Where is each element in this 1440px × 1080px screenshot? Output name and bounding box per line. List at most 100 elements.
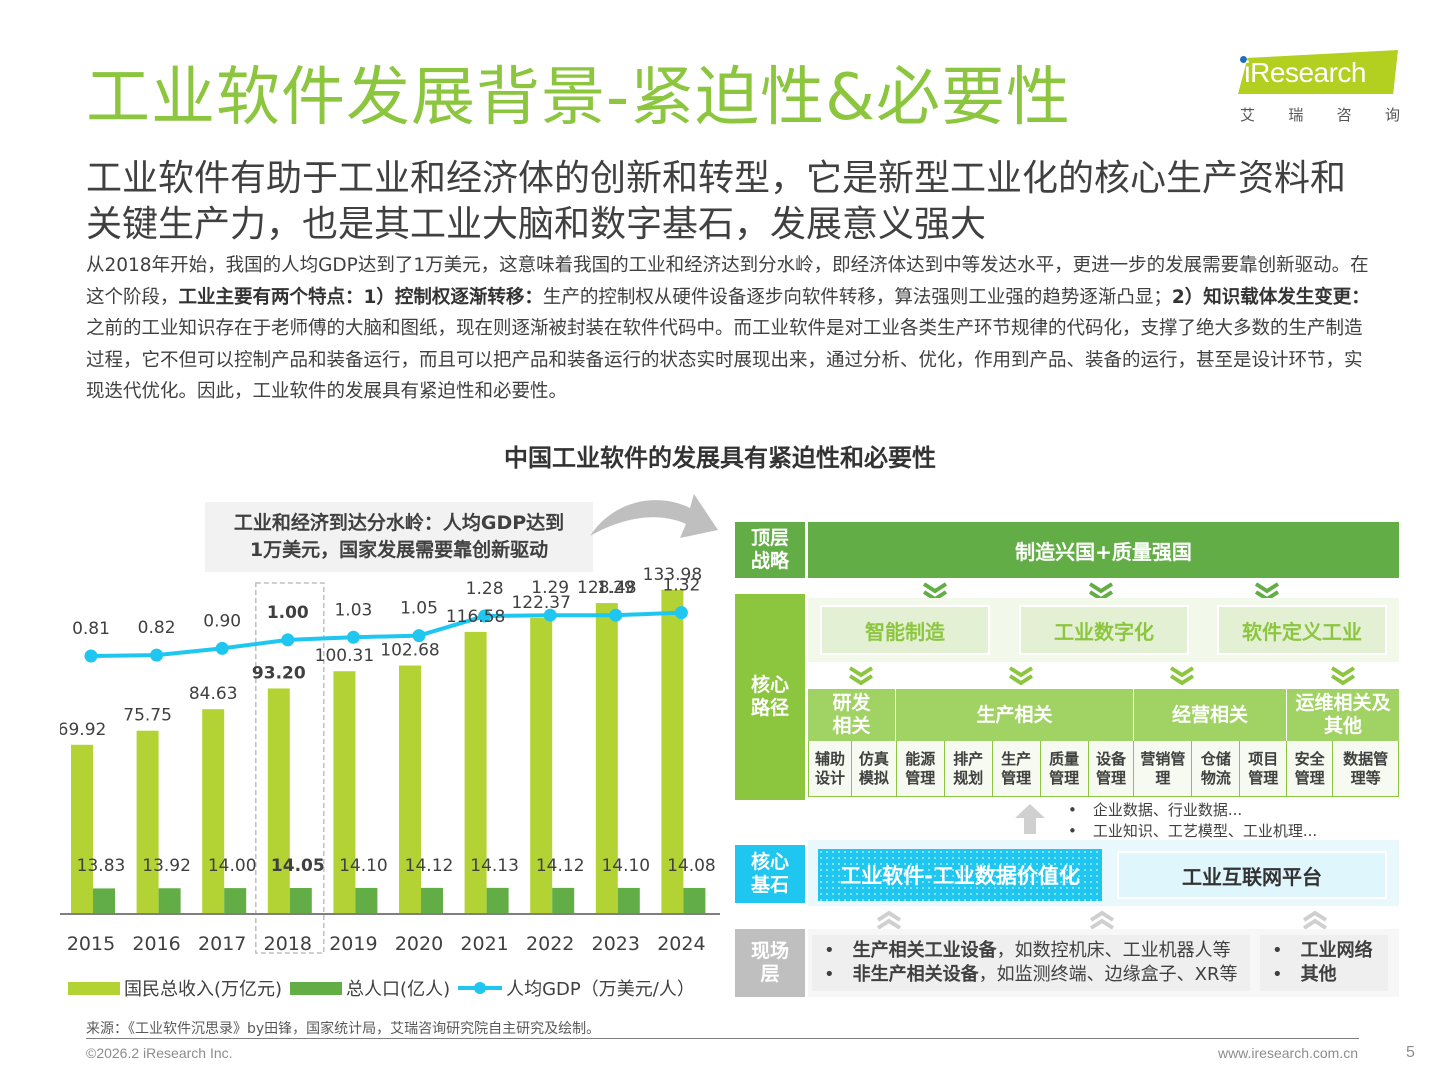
line-gdp bbox=[90, 610, 682, 658]
bar-pop bbox=[289, 888, 312, 914]
logo-char: 艾 bbox=[1240, 106, 1256, 124]
category-header-row: 研发 相关 生产相关 经营相关 运维相关及 其他 bbox=[808, 689, 1399, 741]
label-gni: 116.58 bbox=[446, 607, 505, 627]
page-title: 工业软件发展背景-紧迫性&必要性 bbox=[86, 61, 1071, 135]
category-items-row: 辅助 设计 仿真 模拟 能源 管理 排产 规划 生产 管理 质量 管理 设备 管… bbox=[808, 741, 1400, 797]
point-gdp bbox=[478, 609, 492, 623]
legend-gdp: 人均GDP（万美元/人） bbox=[458, 975, 695, 1001]
label-gdp: 0.81 bbox=[72, 619, 110, 639]
label-pop: 13.92 bbox=[142, 856, 191, 876]
item-security-mgmt: 安全 管理 bbox=[1287, 741, 1334, 796]
core-base-iiot-platform: 工业互联网平台 bbox=[1117, 851, 1387, 899]
gdp-chart: 69.92 13.83 0.81 75.75 13.92 0.82 84.63 14.00 0.… bbox=[60, 565, 720, 955]
copyright: ©2026.2 iResearch Inc. bbox=[86, 1045, 233, 1061]
item-warehouse-logistics: 仓储 物流 bbox=[1192, 741, 1241, 796]
body-text-2: 生产的控制权从硬件设备逐步向软件转移，算法强则工业强的趋势逐渐凸显； bbox=[542, 286, 1172, 308]
field-devices: 生产相关工业设备，如数控机床、工业机器人等 非生产相关设备，如监测终端、边缘盒子… bbox=[812, 935, 1250, 991]
legend-line-marker-icon bbox=[458, 982, 503, 994]
label-gdp: 1.03 bbox=[334, 600, 372, 620]
bar-gni bbox=[333, 671, 356, 914]
top-strategy-box: 制造兴国+质量强国 bbox=[808, 522, 1399, 578]
chevron-down-icon bbox=[1330, 666, 1356, 686]
bar-pop bbox=[355, 887, 378, 914]
chevron-up-icon bbox=[1089, 910, 1115, 930]
label-core-path: 核心 路径 bbox=[735, 594, 805, 800]
label-pop: 14.08 bbox=[667, 856, 716, 876]
label-gni: 69.92 bbox=[60, 720, 106, 740]
logo-char: 瑞 bbox=[1288, 106, 1304, 124]
bar-pop bbox=[552, 887, 575, 914]
data-note: 工业知识、工艺模型、工业机理... bbox=[1068, 821, 1317, 842]
body-text-3: 之前的工业知识存在于老师傅的大脑和图纸，现在则逐渐被封装在软件代码中。而工业软件… bbox=[86, 318, 1363, 402]
label-gdp: 0.82 bbox=[138, 618, 176, 638]
bar-gni bbox=[202, 709, 225, 914]
label-gdp: 1.28 bbox=[466, 579, 504, 599]
item-project-mgmt: 项目 管理 bbox=[1240, 741, 1288, 796]
field-network: 工业网络 其他 bbox=[1260, 935, 1388, 991]
label-pop: 14.13 bbox=[470, 856, 519, 876]
logo-char: 询 bbox=[1384, 106, 1400, 124]
field-network-item: 工业网络 bbox=[1272, 939, 1373, 963]
item-marketing-mgmt: 营销管 理 bbox=[1134, 741, 1193, 796]
body-text-1: 从2018年开始，我国的人均GDP达到了1万美元，这意味着我国的工业和经济达到分… bbox=[86, 255, 1369, 308]
x-tick-label: 2024 bbox=[657, 933, 705, 955]
point-gdp bbox=[346, 630, 360, 644]
path-industrial-digitalization: 工业数字化 bbox=[1019, 605, 1189, 655]
body-bold-1: 工业主要有两个特点：1）控制权逐渐转移： bbox=[178, 286, 543, 308]
x-tick-label: 2018 bbox=[264, 933, 312, 955]
item-production-mgmt: 生产 管理 bbox=[992, 741, 1041, 796]
x-tick-label: 2019 bbox=[329, 933, 377, 955]
bar-pop bbox=[421, 887, 443, 914]
body-paragraph: 从2018年开始，我国的人均GDP达到了1万美元，这意味着我国的工业和经济达到分… bbox=[86, 250, 1376, 408]
label-pop: 14.12 bbox=[536, 856, 585, 876]
label-gni: 75.75 bbox=[123, 706, 172, 726]
bar-gni bbox=[136, 730, 159, 914]
point-gdp bbox=[412, 629, 426, 643]
legend-gni: 国民总收入(万亿元) bbox=[68, 975, 282, 1001]
category-maintenance: 运维相关及 其他 bbox=[1295, 692, 1391, 737]
point-gdp bbox=[281, 633, 295, 647]
website-link[interactable]: www.iresearch.com.cn bbox=[1217, 1045, 1358, 1061]
label-gni: 100.31 bbox=[315, 646, 374, 666]
chevron-down-icon bbox=[1169, 666, 1195, 686]
data-note: 企业数据、行业数据... bbox=[1068, 800, 1317, 821]
field-device-item: 非生产相关设备，如监测终端、边缘盒子、XR等 bbox=[824, 963, 1238, 987]
label-pop: 14.00 bbox=[208, 856, 257, 876]
item-quality-mgmt: 质量 管理 bbox=[1040, 741, 1089, 796]
item-data-mgmt: 数据管 理等 bbox=[1333, 741, 1400, 796]
point-gdp bbox=[674, 606, 688, 620]
curved-arrow-icon bbox=[590, 494, 718, 538]
logo-band bbox=[1238, 50, 1398, 94]
x-tick-label: 2022 bbox=[526, 933, 574, 955]
legend-swatch bbox=[290, 981, 343, 995]
path-software-defined-industry: 软件定义工业 bbox=[1217, 605, 1387, 655]
body-bold-2: 2）知识载体发生变更： bbox=[1171, 286, 1370, 308]
arrow-up-icon bbox=[1015, 804, 1045, 834]
field-devices-list: 生产相关工业设备，如数控机床、工业机器人等 非生产相关设备，如监测终端、边缘盒子… bbox=[824, 939, 1238, 987]
category-operation: 经营相关 bbox=[1134, 689, 1287, 741]
footer-divider bbox=[86, 1038, 1359, 1039]
label-pop: 14.10 bbox=[601, 856, 650, 876]
item-scheduling: 排产 规划 bbox=[944, 741, 993, 796]
source-note: 来源：《工业软件沉思录》by田锋，国家统计局，艾瑞咨询研究院自主研究及绘制。 bbox=[86, 1021, 601, 1037]
category-production: 生产相关 bbox=[896, 689, 1134, 741]
item-energy-mgmt: 能源 管理 bbox=[896, 741, 945, 796]
chart-callout: 工业和经济到达分水岭：人均GDP达到 1万美元，国家发展需要靠创新驱动 bbox=[205, 502, 593, 572]
bar-pop bbox=[158, 888, 181, 914]
label-gni: 93.20 bbox=[252, 663, 306, 683]
x-tick-label: 2020 bbox=[395, 933, 443, 955]
iresearch-logo: iResearch 艾 瑞 咨 询 bbox=[1232, 46, 1402, 126]
label-core-base: 核心 基石 bbox=[735, 845, 805, 903]
data-notes: 企业数据、行业数据... 工业知识、工艺模型、工业机理... bbox=[1068, 800, 1317, 842]
label-gdp: 1.00 bbox=[267, 603, 309, 623]
bar-gni bbox=[399, 665, 421, 914]
bar-gni bbox=[530, 617, 553, 914]
label-pop: 14.10 bbox=[339, 856, 388, 876]
bar-gni bbox=[595, 603, 618, 914]
logo-wordmark: iResearch bbox=[1244, 56, 1367, 89]
subtitle: 工业软件有助于工业和经济体的创新和转型，它是新型工业化的核心生产资料和关键生产力… bbox=[86, 158, 1347, 245]
logo-cn: 艾 瑞 咨 询 bbox=[1240, 104, 1400, 125]
label-gdp: 1.29 bbox=[531, 578, 569, 598]
section-title: 中国工业软件的发展具有紧迫性和必要性 bbox=[504, 444, 936, 472]
path-intelligent-manufacturing: 智能制造 bbox=[820, 605, 990, 655]
